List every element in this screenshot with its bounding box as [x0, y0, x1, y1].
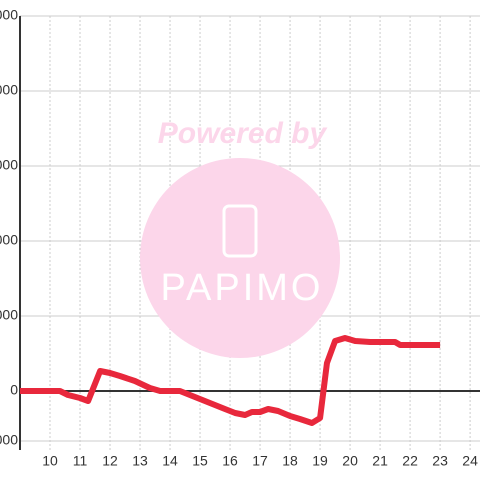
- y-tick-label: 0: [10, 382, 18, 398]
- x-tick-label: 20: [342, 453, 358, 469]
- y-tick-label: 90,000: [0, 157, 18, 173]
- watermark-logo: PAPIMO: [161, 267, 324, 309]
- y-tick-label: 60,000: [0, 232, 18, 248]
- x-tick-label: 22: [402, 453, 418, 469]
- x-tick-label: 14: [162, 453, 178, 469]
- x-tick-label: 21: [372, 453, 388, 469]
- y-tick-label: 30,000: [0, 307, 18, 323]
- x-tick-label: 11: [73, 453, 88, 469]
- x-tick-label: 13: [132, 453, 148, 469]
- y-tick-label: -20,000: [0, 432, 18, 448]
- watermark-icon: [222, 204, 258, 258]
- x-tick-label: 15: [192, 453, 208, 469]
- data-line: [20, 335, 441, 426]
- x-tick-label: 24: [462, 453, 478, 469]
- x-tick-label: 17: [252, 453, 268, 469]
- y-tick-label: 120,000: [0, 82, 18, 98]
- watermark-circle: [140, 158, 340, 358]
- x-tick-label: 18: [282, 453, 298, 469]
- watermark-text: Powered by: [158, 117, 328, 150]
- x-tick-label: 19: [312, 453, 328, 469]
- x-tick-label: 10: [42, 453, 58, 469]
- x-tick-label: 23: [432, 453, 448, 469]
- x-tick-label: 12: [102, 453, 118, 469]
- y-tick-label: 150,000: [0, 7, 18, 23]
- x-tick-label: 16: [222, 453, 238, 469]
